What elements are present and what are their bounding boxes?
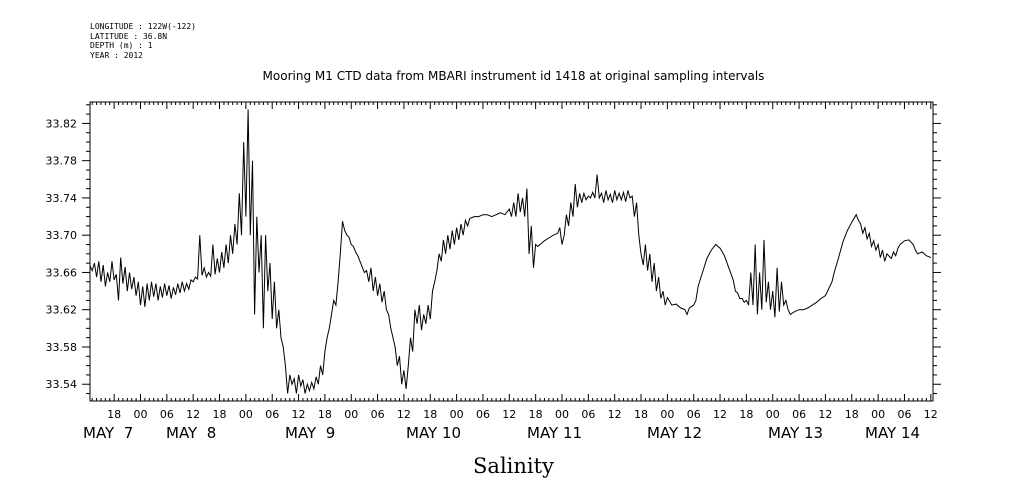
x-hour-label: 00	[766, 408, 780, 421]
x-hour-label: 00	[871, 408, 885, 421]
x-hour-label: 18	[213, 408, 227, 421]
x-hour-label: 00	[133, 408, 147, 421]
date-label: MAY 12	[647, 424, 702, 442]
x-hour-label: 12	[292, 408, 306, 421]
meta-latitude: LATITUDE : 36.8N	[90, 31, 168, 41]
date-labels: MAY 7 MAY 8 MAY 9 MAY 10 MAY 11 MAY 12 MAY 13 M…	[83, 424, 920, 442]
date-label: MAY 9	[285, 424, 335, 442]
meta-depth: DEPTH (m) : 1	[90, 41, 153, 50]
x-hour-label: 06	[581, 408, 595, 421]
y-tick-label: 33.66	[46, 266, 78, 279]
date-label: MAY 13	[768, 424, 823, 442]
x-hour-label: 06	[265, 408, 279, 421]
x-hour-label: 18	[634, 408, 648, 421]
x-hour-label: 06	[476, 408, 490, 421]
x-hour-label: 12	[397, 408, 411, 421]
y-tick-label: 33.58	[46, 341, 78, 354]
date-label: MAY 8	[166, 424, 216, 442]
axis-ticks	[82, 102, 941, 401]
x-hour-label: 06	[687, 408, 701, 421]
x-hour-label: 00	[344, 408, 358, 421]
date-label: MAY 10	[406, 424, 461, 442]
y-tick-label: 33.74	[46, 192, 78, 205]
y-tick-label: 33.70	[46, 229, 78, 242]
x-hour-label: 18	[529, 408, 543, 421]
x-hour-label: 06	[371, 408, 385, 421]
y-tick-label: 33.78	[46, 155, 78, 168]
x-hour-label: 18	[845, 408, 859, 421]
x-hour-label: 12	[924, 408, 938, 421]
y-tick-label: 33.82	[46, 117, 78, 130]
meta-year: YEAR : 2012	[90, 50, 143, 60]
y-tick-labels: 33.54 33.58 33.62 33.66 33.70 33.74 33.78 33.82	[46, 117, 78, 391]
x-hour-label: 18	[423, 408, 437, 421]
chart-title: Mooring M1 CTD data from MBARI instrumen…	[262, 69, 765, 83]
x-hour-label: 12	[818, 408, 832, 421]
x-axis-label: Salinity	[473, 454, 554, 478]
salinity-series-line	[89, 109, 931, 394]
x-tick-labels: 18 00 06 12 18 00 06 12 18 00 06 12 18 00 06 12 18 00 06 12…	[107, 408, 938, 421]
x-hour-label: 00	[239, 408, 253, 421]
x-hour-label: 18	[107, 408, 121, 421]
x-hour-label: 00	[660, 408, 674, 421]
x-hour-label: 06	[160, 408, 174, 421]
x-hour-label: 12	[608, 408, 622, 421]
x-hour-label: 06	[792, 408, 806, 421]
x-hour-label: 12	[502, 408, 516, 421]
y-tick-label: 33.54	[46, 378, 78, 391]
x-hour-label: 18	[318, 408, 332, 421]
y-tick-label: 33.62	[46, 304, 78, 317]
x-hour-label: 18	[739, 408, 753, 421]
plot-frame	[89, 101, 934, 402]
x-hour-label: 12	[713, 408, 727, 421]
metadata-block: LONGITUDE : 122W(-122) LATITUDE : 36.8N …	[90, 22, 196, 60]
date-label: MAY 11	[527, 424, 582, 442]
x-hour-label: 12	[186, 408, 200, 421]
x-hour-label: 00	[555, 408, 569, 421]
date-label: MAY 14	[865, 424, 920, 442]
x-hour-label: 00	[450, 408, 464, 421]
x-hour-label: 06	[897, 408, 911, 421]
meta-longitude: LONGITUDE : 122W(-122)	[90, 22, 196, 31]
date-label: MAY 7	[83, 424, 133, 442]
